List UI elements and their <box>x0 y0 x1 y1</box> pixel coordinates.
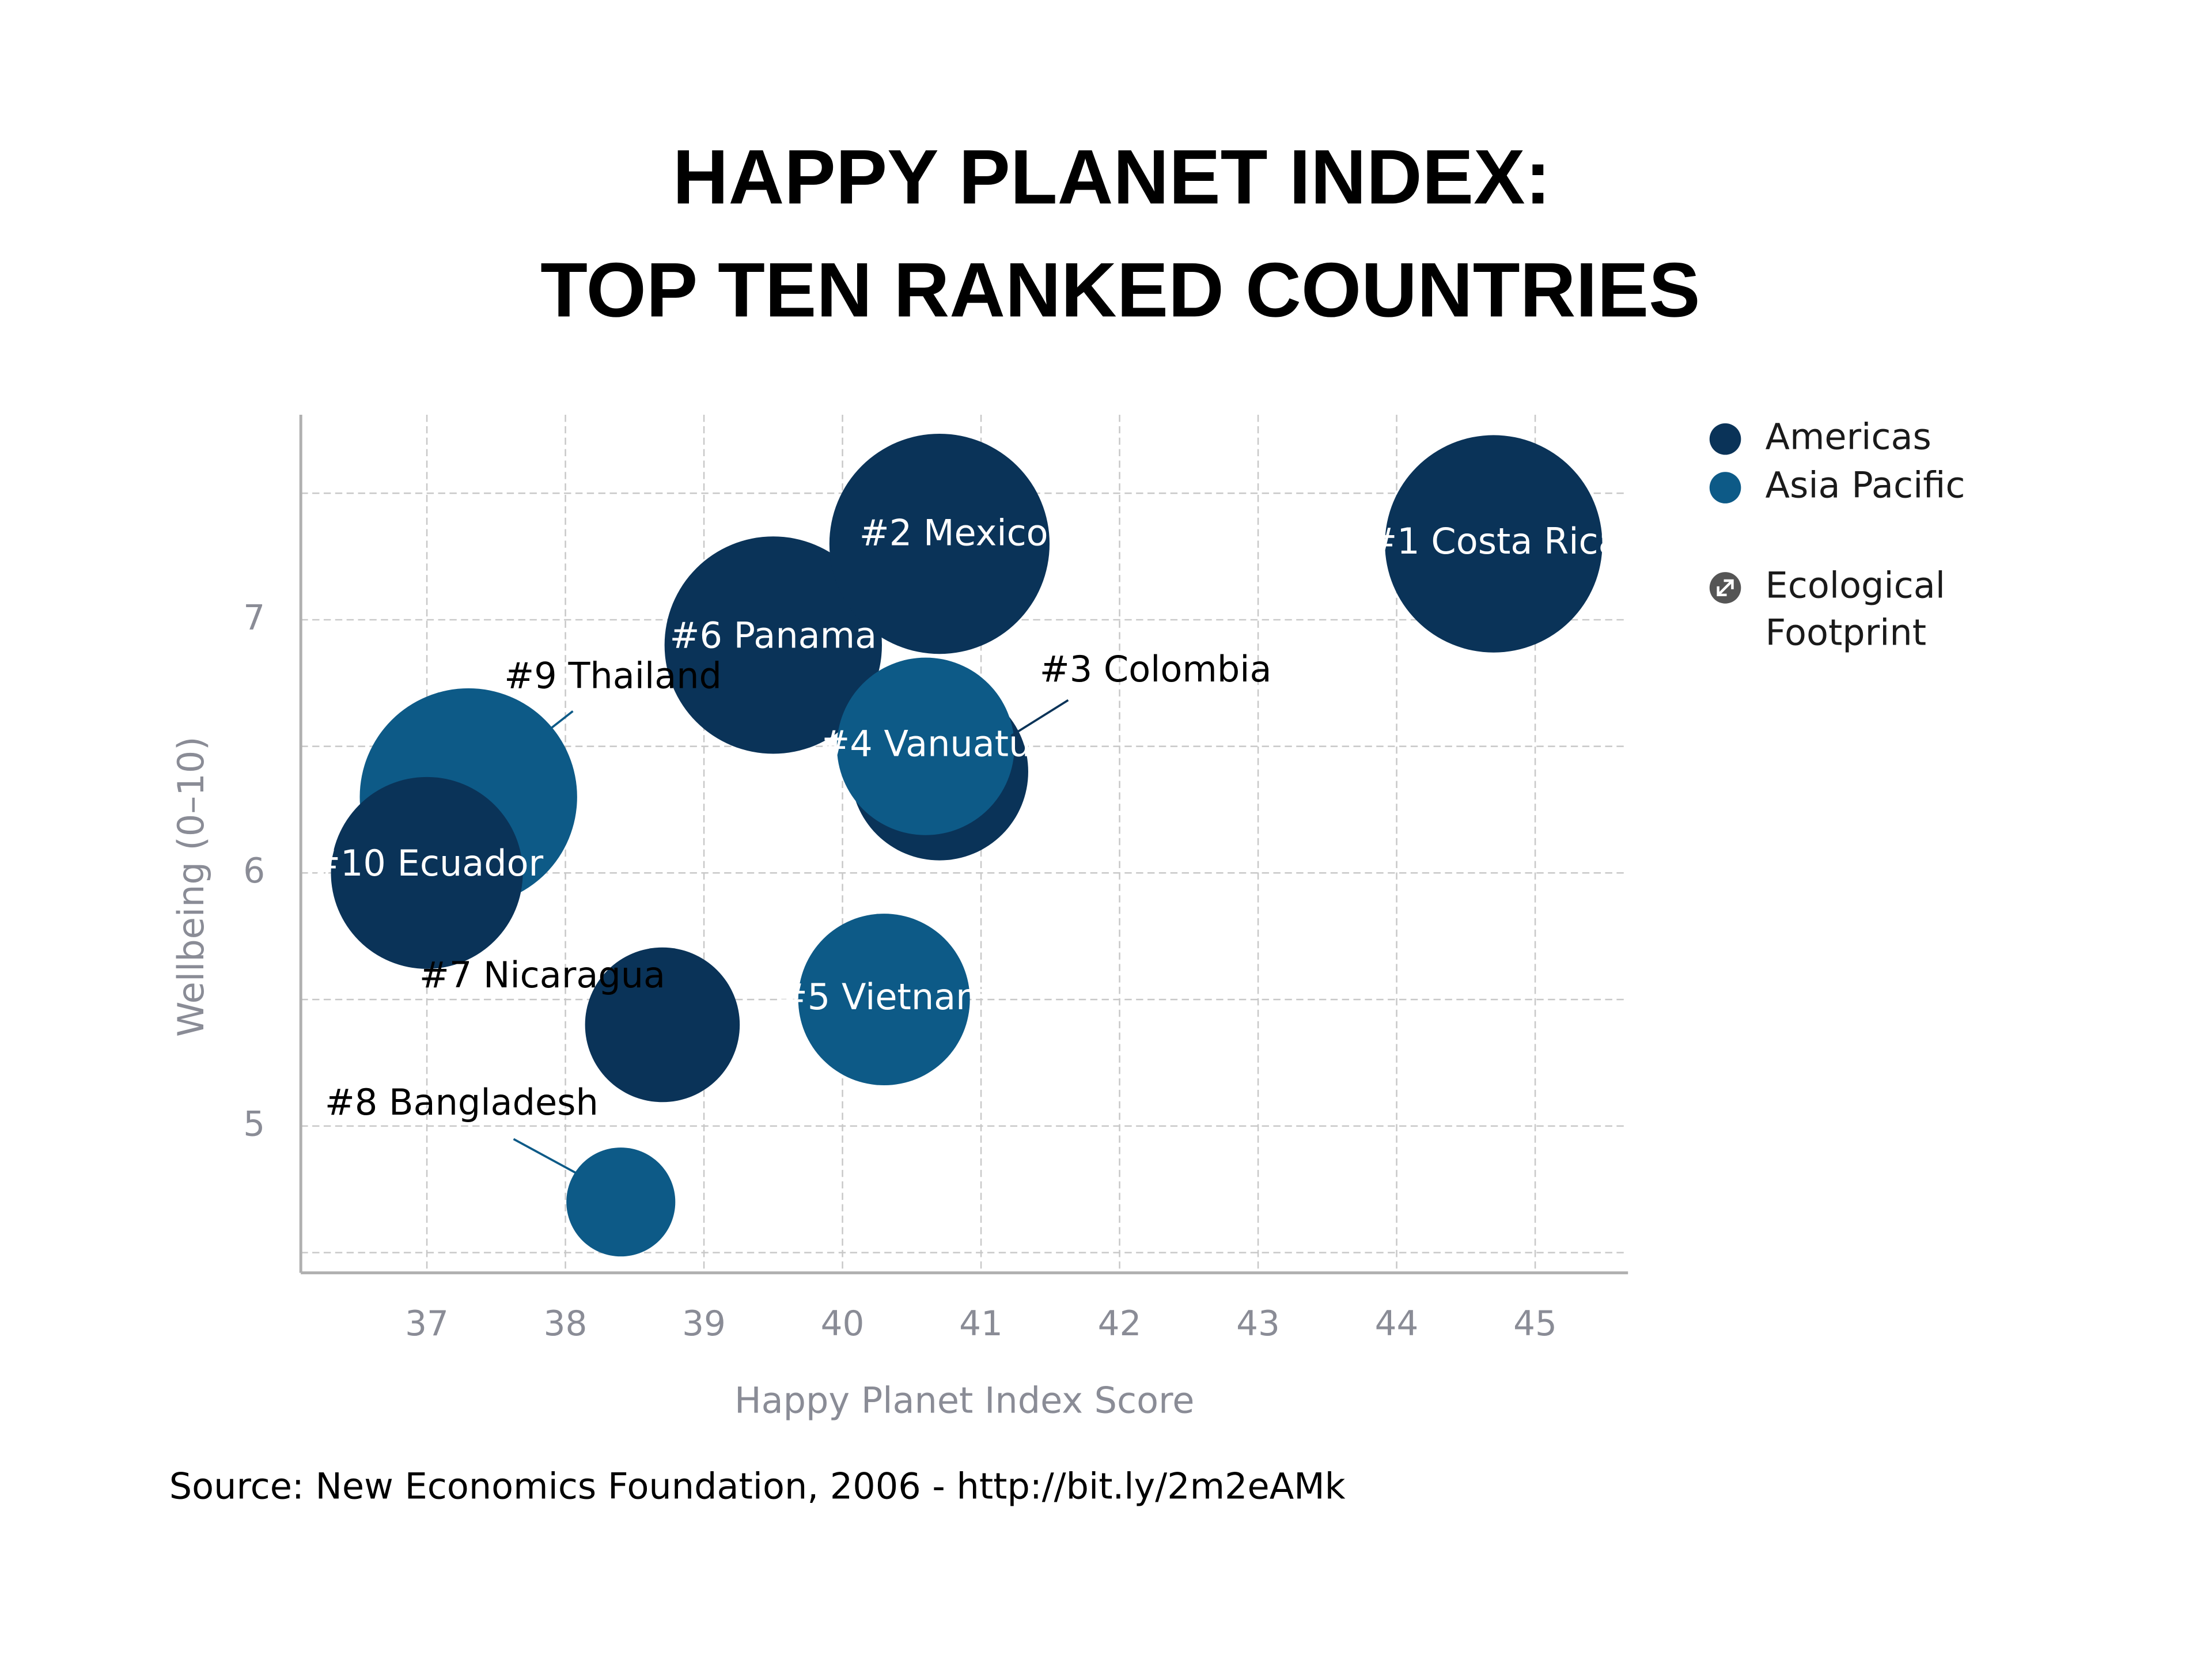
bubble-label: #6 Panama <box>669 615 877 657</box>
x-tick-label: 45 <box>1513 1304 1557 1344</box>
bubble <box>566 1147 676 1257</box>
bubbles <box>331 433 1603 1257</box>
x-tick-label: 44 <box>1375 1304 1419 1344</box>
legend-label: Americas <box>1766 415 1931 457</box>
y-tick-label: 7 <box>243 599 265 638</box>
source: Source: New Economics Foundation, 2006 -… <box>169 1465 1346 1508</box>
legend-label: Asia Pacific <box>1766 464 1965 506</box>
leader-line <box>513 1138 580 1176</box>
legend-marker <box>1709 472 1741 503</box>
bubble <box>836 657 1014 835</box>
bubble <box>664 536 882 754</box>
y-tick-label: 5 <box>243 1104 265 1144</box>
bubble-label: #5 Vietnam <box>778 976 991 1018</box>
labels: #9 Thailand #10 Ecuador #7 Nicaragua #8 Ban… <box>310 512 1620 1176</box>
leader-line <box>539 710 574 738</box>
bubble-label: #7 Nicaragua <box>419 954 665 996</box>
legend-marker <box>1709 423 1741 455</box>
bubble <box>798 914 970 1086</box>
x-tick-label: 39 <box>682 1304 726 1344</box>
bubble-label: #8 Bangladesh <box>325 1081 599 1123</box>
size-legend-arrow <box>1717 579 1734 597</box>
x-tick-label: 40 <box>821 1304 865 1344</box>
bubble <box>1385 435 1603 653</box>
bubble-label: #1 Costa Rica <box>1367 520 1620 562</box>
size-legend-label: Footprint <box>1766 611 1927 653</box>
bubble-label: #10 Ecuador <box>310 842 544 884</box>
chart-title: TOP TEN RANKED COUNTRIES <box>540 247 1700 333</box>
bubble-label: #2 Mexico <box>859 512 1048 554</box>
bubble-label: #3 Colombia <box>1040 648 1272 690</box>
y-tick-label: 6 <box>243 851 265 891</box>
x-tick-label: 41 <box>959 1304 1003 1344</box>
chart-title: HAPPY PLANET INDEX: <box>673 134 1551 220</box>
leader-line <box>1010 699 1069 737</box>
y-axis-title: Wellbeing (0–10) <box>170 737 212 1037</box>
legend: Ecological Footprint Americas Asia Pacifi… <box>1709 415 1965 653</box>
x-tick-label: 43 <box>1236 1304 1280 1344</box>
bubble-label: #9 Thailand <box>504 655 722 697</box>
bubble <box>585 947 740 1103</box>
x-tick-label: 37 <box>405 1304 449 1344</box>
x-tick-label: 38 <box>544 1304 588 1344</box>
bubble-label: #4 Vanuatu <box>820 723 1031 765</box>
x-axis-title: Happy Planet Index Score <box>734 1380 1194 1422</box>
size-legend-label: Ecological <box>1766 564 1945 606</box>
x-tick-label: 42 <box>1098 1304 1142 1344</box>
bubble <box>331 777 523 969</box>
bubble <box>829 433 1050 654</box>
